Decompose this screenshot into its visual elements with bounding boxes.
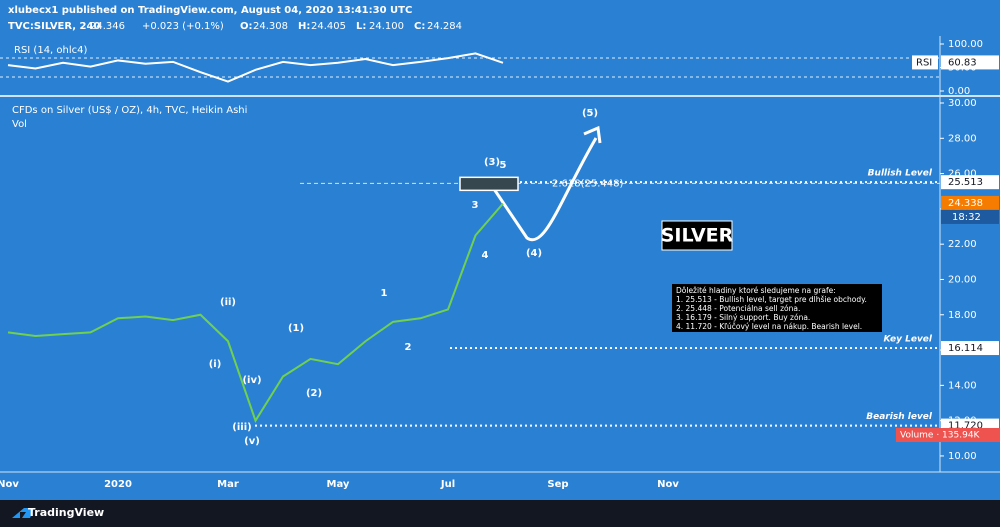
level-label: 25.513: [948, 177, 983, 188]
wave-label: 5: [500, 160, 507, 171]
note-line: 3. 16.179 - Silný support. Buy zóna.: [676, 313, 810, 322]
rsi-value-box: [941, 55, 999, 70]
y-tick-label: 18.00: [948, 310, 977, 321]
countdown: 18:32: [952, 212, 981, 223]
countdown-box: [941, 209, 999, 224]
wave-label: (i): [209, 359, 222, 370]
ohlc-key: H:: [298, 21, 310, 32]
y-tick-label: 20.00: [948, 274, 977, 285]
change: +0.023 (+0.1%): [142, 21, 224, 32]
footer-bar: [0, 500, 1000, 527]
notes-box: [672, 284, 882, 332]
ohlc-value: 24.100: [369, 21, 404, 32]
rsi-value: 60.83: [948, 57, 977, 68]
wave-label: (5): [582, 108, 598, 119]
y-tick-label: 28.00: [948, 133, 977, 144]
asset-box: [661, 220, 733, 251]
note-line: 2. 25.448 - Potenciálna sell zóna.: [676, 304, 800, 313]
symbol: TVC:SILVER, 240: [8, 21, 100, 32]
wave-label: (v): [244, 436, 260, 447]
asset-label: SILVER: [661, 225, 734, 247]
wave-label: (4): [526, 248, 542, 259]
ohlc-key: C:: [414, 21, 425, 32]
x-tick-label: Mar: [217, 479, 239, 490]
background: [0, 0, 1000, 500]
y-tick-label: 100.00: [948, 39, 983, 50]
wave-label: (3): [484, 157, 500, 168]
wave-label: (1): [288, 323, 304, 334]
note-line: Dôležité hladiny ktoré sledujeme na graf…: [676, 286, 836, 295]
wave-label: (iii): [232, 422, 251, 433]
publisher: xlubecx1 published on TradingView.com, A…: [8, 5, 412, 16]
arrow-head: [583, 125, 602, 144]
volume-label: Volume · 135.94K: [900, 431, 981, 441]
logo: [12, 508, 34, 518]
x-tick-label: Sep: [547, 479, 568, 490]
ohlc-value: 24.308: [253, 21, 288, 32]
rsi-name: RSI: [916, 57, 932, 68]
note-line: 1. 25.513 - Bullish level, target pre dl…: [676, 295, 867, 304]
ohlc-key: O:: [240, 21, 253, 32]
x-tick-label: Jul: [440, 479, 455, 490]
price-box: [941, 195, 999, 210]
wave-label: (2): [306, 388, 322, 399]
y-tick-label: 30.00: [948, 98, 977, 109]
level-box: [941, 175, 999, 190]
rsi-name-box: [912, 55, 938, 70]
brand: TradingView: [28, 506, 104, 519]
projection-arrow: [490, 137, 598, 242]
x-tick-label: Nov: [0, 479, 19, 490]
main-title: CFDs on Silver (US$ / OZ), 4h, TVC, Heik…: [12, 105, 247, 116]
series-line: [7, 52, 504, 83]
level-label: 16.114: [948, 343, 983, 354]
level-label: 11.720: [948, 421, 983, 432]
level-box: [941, 341, 999, 356]
ohlc-key: L:: [356, 21, 366, 32]
wave-label: 3: [472, 200, 479, 211]
series-line: [7, 202, 504, 423]
sell-zone: [459, 176, 519, 192]
wave-label: 1: [381, 288, 388, 299]
wave-label: (iv): [242, 375, 261, 386]
volume-title: Vol: [12, 119, 27, 130]
y-tick-label: 22.00: [948, 239, 977, 250]
price-label: 24.338: [948, 198, 983, 209]
ohlc-value: 24.284: [427, 21, 462, 32]
level-name: Bearish level: [866, 412, 933, 422]
x-tick-label: May: [327, 479, 350, 490]
y-tick-label: 10.00: [948, 451, 977, 462]
wave-label: 4: [482, 250, 489, 261]
x-tick-label: 2020: [104, 479, 132, 490]
volume-box: [896, 428, 1000, 442]
fib-label: 2.618(25.448): [552, 178, 624, 189]
y-tick-label: 14.00: [948, 380, 977, 391]
rsi-title: RSI (14, ohlc4): [14, 45, 88, 56]
level-name: Bullish Level: [868, 169, 933, 179]
wave-label: (ii): [220, 297, 236, 308]
y-tick-label: 26.00: [948, 169, 977, 180]
x-tick-label: Nov: [657, 479, 679, 490]
note-line: 4. 11.720 - Kľúčový level na nákup. Bear…: [676, 322, 862, 331]
level-name: Key Level: [884, 335, 933, 345]
wave-label: 2: [405, 342, 412, 353]
y-tick-label: 0.00: [948, 86, 970, 97]
last-price: 24.346: [90, 21, 125, 32]
ohlc-value: 24.405: [311, 21, 346, 32]
